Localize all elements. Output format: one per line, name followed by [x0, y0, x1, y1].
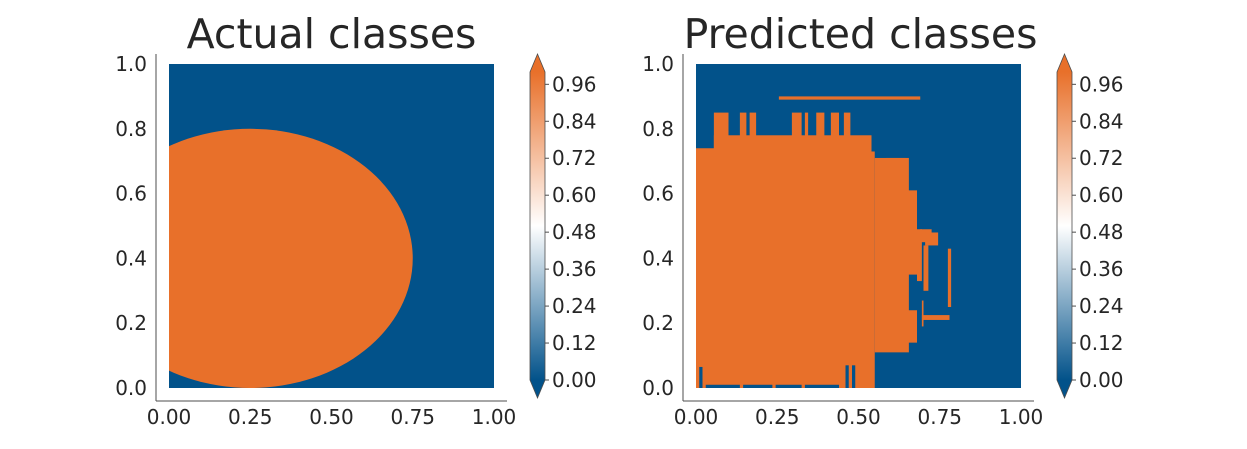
x-tick-label: 0.75 — [917, 405, 962, 429]
y-tick-label: 0.6 — [115, 182, 147, 206]
class-region-23 — [699, 366, 703, 388]
class-region-6 — [905, 310, 917, 343]
class-region-9 — [925, 232, 939, 246]
colorbar: 0.00 0.12 0.24 0.36 0.48 0.60 0.72 0.84 0.96 — [529, 52, 597, 400]
colorbar-tick-label: 0.24 — [552, 294, 597, 318]
x-tick-label: 0.00 — [674, 405, 719, 429]
y-tick-label: 1.0 — [642, 52, 674, 76]
colorbar-gradient — [1057, 72, 1072, 380]
class-region-11 — [921, 300, 924, 327]
colorbar-extend-max — [530, 54, 545, 72]
colorbar-tick-label: 0.00 — [1079, 368, 1124, 392]
actual-classes-panel: Actual classes 0.0 0.2 0.4 0.6 0.8 1.0 0.00 0.25… — [115, 10, 597, 429]
colorbar-tick-label: 0.36 — [1079, 257, 1124, 281]
class-region-ellipse — [169, 128, 413, 388]
colorbar-tick-label: 0.84 — [1079, 109, 1124, 133]
colorbar-tick-label: 0.72 — [1079, 146, 1124, 170]
class-region-10 — [923, 245, 929, 291]
colorbar-extend-min — [1057, 380, 1072, 398]
y-tick-label: 0.4 — [642, 246, 674, 270]
colorbar-tick-label: 0.48 — [552, 220, 597, 244]
class-region-14 — [778, 96, 921, 100]
class-region-13 — [947, 248, 952, 307]
colorbar-tick-label: 0.12 — [552, 331, 597, 355]
colorbar-tick-label: 0.00 — [552, 368, 597, 392]
class-region-2 — [856, 151, 875, 388]
x-tick-label: 0.25 — [228, 405, 273, 429]
x-tick-label: 0.50 — [309, 405, 354, 429]
colorbar-tick-label: 0.60 — [1079, 183, 1124, 207]
colorbar-tick-label: 0.96 — [552, 72, 597, 96]
class-region-20 — [816, 112, 825, 149]
x-tick-label: 0.75 — [390, 405, 435, 429]
colorbar-tick-label: 0.72 — [552, 146, 597, 170]
class-region-4 — [886, 157, 906, 324]
class-region-5 — [905, 190, 917, 275]
class-region-28 — [845, 365, 849, 388]
class-region-21 — [830, 112, 839, 149]
colorbar-tick-label: 0.84 — [552, 109, 597, 133]
colorbar-tick-label: 0.48 — [1079, 220, 1124, 244]
class-region-12 — [921, 315, 950, 320]
y-tick-label: 0.0 — [115, 376, 147, 400]
heatmap-area — [169, 64, 494, 388]
colorbar-tick-label: 0.96 — [1079, 72, 1124, 96]
y-tick-label: 0.4 — [115, 246, 147, 270]
y-tick-label: 1.0 — [115, 52, 147, 76]
y-tick-label: 0.2 — [642, 311, 674, 335]
x-tick-label: 1.00 — [999, 405, 1044, 429]
y-tick-label: 0.0 — [642, 376, 674, 400]
x-tick-label: 0.50 — [836, 405, 881, 429]
x-tick-label: 0.00 — [147, 405, 192, 429]
y-tick-label: 0.8 — [115, 117, 147, 141]
colorbar-extend-min — [530, 380, 545, 398]
colorbar: 0.00 0.12 0.24 0.36 0.48 0.60 0.72 0.84 0.96 — [1056, 52, 1124, 400]
y-tick-label: 0.6 — [642, 182, 674, 206]
class-region-29 — [852, 365, 856, 388]
x-tick-label: 1.00 — [472, 405, 517, 429]
heatmap-area — [696, 64, 1021, 388]
x-tick-label: 0.25 — [755, 405, 800, 429]
y-tick-label: 0.2 — [115, 311, 147, 335]
class-region-7 — [917, 229, 922, 282]
colorbar-gradient — [530, 72, 545, 380]
colorbar-tick-label: 0.36 — [552, 257, 597, 281]
class-region-17 — [749, 112, 757, 149]
class-region-18 — [791, 112, 802, 149]
y-tick-label: 0.8 — [642, 117, 674, 141]
class-region-24 — [705, 384, 740, 388]
colorbar-tick-label: 0.24 — [1079, 294, 1124, 318]
colorbar-tick-label: 0.12 — [1079, 331, 1124, 355]
class-region-22 — [843, 112, 851, 149]
class-region-25 — [743, 384, 773, 388]
class-region-19 — [804, 112, 809, 149]
class-region-1 — [713, 135, 872, 388]
colorbar-extend-max — [1057, 54, 1072, 72]
class-region-15 — [713, 112, 729, 149]
class-region-26 — [775, 384, 802, 388]
class-region-27 — [804, 384, 839, 388]
chart-title: Predicted classes — [684, 10, 1038, 58]
colorbar-tick-label: 0.60 — [552, 183, 597, 207]
chart-title: Actual classes — [187, 10, 477, 58]
class-region-16 — [739, 112, 747, 149]
